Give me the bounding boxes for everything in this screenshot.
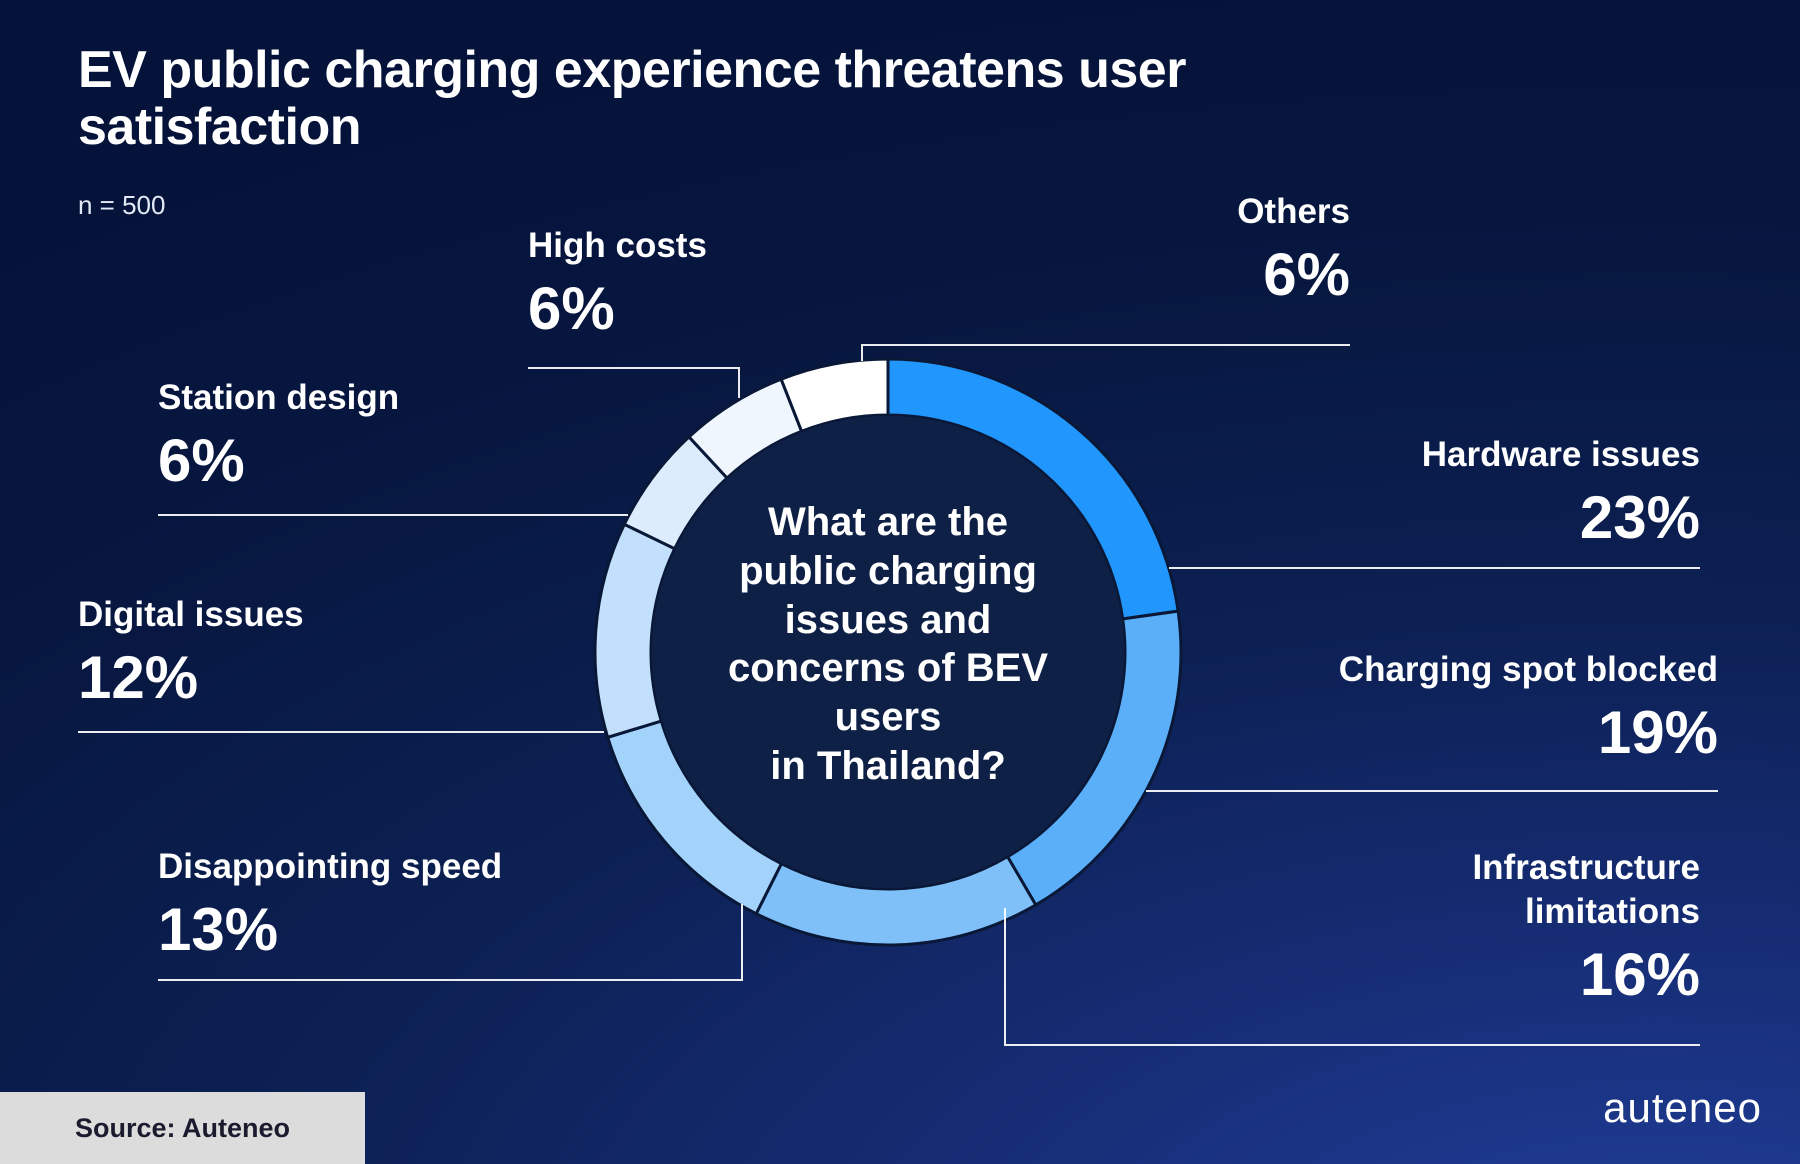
callout-percentage: 16% — [1579, 941, 1700, 1009]
sample-size-note: n = 500 — [78, 190, 166, 220]
callout-others: Others 6% — [1237, 190, 1350, 308]
callout-label: Infrastructure limitations — [1472, 848, 1700, 932]
callout-label: Disappointing speed — [158, 847, 503, 886]
leader-line-others — [861, 344, 1350, 361]
callout-station-design: Station design 6% — [158, 376, 399, 494]
callout-percentage: 6% — [528, 275, 615, 343]
callout-label: Digital issues — [78, 595, 304, 634]
donut-segment-others — [779, 357, 890, 434]
callout-charging-spot-blocked: Charging spot blocked 19% — [1339, 648, 1718, 766]
callout-label: Station design — [158, 378, 400, 417]
callout-infrastructure-limitations: Infrastructure limitations 16% — [1370, 846, 1700, 1008]
callout-label: Others — [1237, 192, 1350, 231]
callout-percentage: 6% — [158, 427, 245, 495]
callout-percentage: 13% — [158, 896, 279, 964]
leader-line-high-costs — [528, 367, 740, 398]
callout-label: High costs — [528, 226, 707, 265]
source-attribution-text: Source: Auteneo — [75, 1112, 291, 1143]
callout-disappointing-speed: Disappointing speed 13% — [158, 845, 502, 963]
donut-segments-group — [593, 357, 1183, 947]
callout-label: Charging spot blocked — [1338, 650, 1718, 689]
callout-percentage: 6% — [1263, 241, 1350, 309]
callout-label: Hardware issues — [1421, 435, 1700, 474]
callout-high-costs: High costs 6% — [528, 224, 707, 342]
source-attribution-box: Source: Auteneo — [0, 1092, 365, 1164]
leader-line-infrastructure-limitations — [1004, 908, 1700, 1046]
brand-logo: auteneo — [1603, 1084, 1762, 1131]
leader-line-disappointing-speed — [158, 904, 743, 981]
callout-percentage: 19% — [1597, 699, 1718, 767]
callout-hardware-issues: Hardware issues 23% — [1422, 433, 1700, 551]
donut-center-question: What are the public charging issues and … — [727, 500, 1049, 788]
callout-digital-issues: Digital issues 12% — [78, 593, 304, 711]
page-title: EV public charging experience threatens … — [78, 41, 1186, 157]
donut-inner-disc — [652, 416, 1124, 888]
callout-percentage: 12% — [78, 644, 199, 712]
callout-percentage: 23% — [1579, 484, 1700, 552]
